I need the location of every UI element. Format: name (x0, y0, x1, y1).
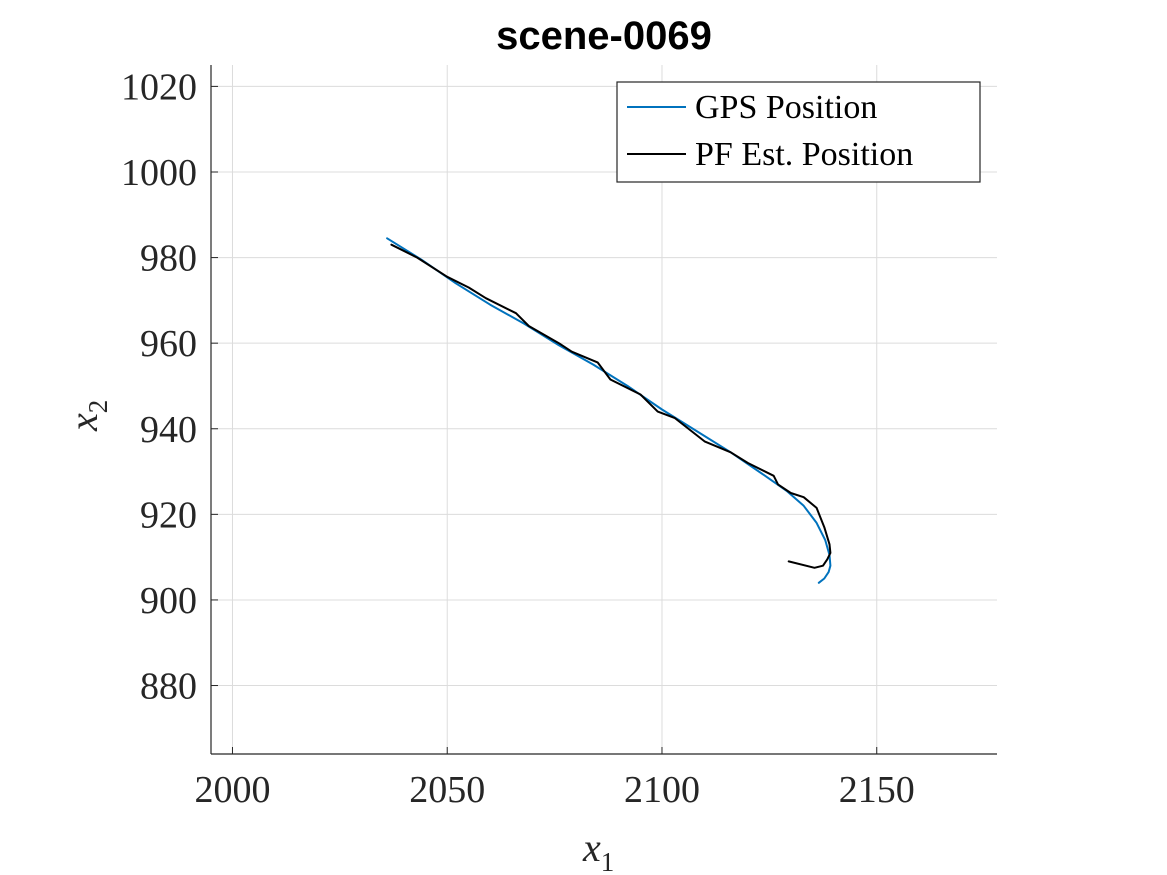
y-tick-label: 960 (140, 323, 197, 365)
x-tick-label: 2000 (194, 769, 270, 811)
gps-position-line (386, 237, 832, 584)
x-axis-label-main: x (582, 825, 601, 870)
y-tick-label: 1020 (121, 66, 197, 108)
y-axis-label-subscript: 2 (83, 400, 113, 414)
y-tick-label: 900 (140, 580, 197, 622)
x-tick-label: 2050 (409, 769, 485, 811)
y-tick-label: 880 (140, 666, 197, 708)
pf-est-position-line (390, 243, 832, 569)
chart-title: scene-0069 (496, 14, 712, 58)
x-axis-label-subscript: 1 (601, 847, 615, 875)
y-axis-label-main: x (61, 413, 106, 432)
x-tick-label: 2150 (839, 769, 915, 811)
axes (210, 65, 997, 755)
legend-box (616, 81, 981, 183)
x-axis-label: x1 (582, 825, 614, 875)
x-tick-label: 2100 (624, 769, 700, 811)
legend-label-gps: GPS Position (695, 89, 877, 126)
series-group (386, 237, 832, 584)
y-tick-labels: 880 900 920 940 960 980 1000 1020 (121, 66, 218, 708)
y-tick-label: 940 (140, 409, 197, 451)
y-tick-label: 1000 (121, 152, 197, 194)
y-tick-label: 980 (140, 238, 197, 280)
x-tick-labels: 2000 2050 2100 2150 (194, 747, 915, 811)
y-axis-label: x2 (61, 400, 113, 432)
legend: GPS Position PF Est. Position (616, 81, 981, 183)
y-tick-label: 920 (140, 494, 197, 536)
legend-label-pf: PF Est. Position (695, 136, 913, 173)
